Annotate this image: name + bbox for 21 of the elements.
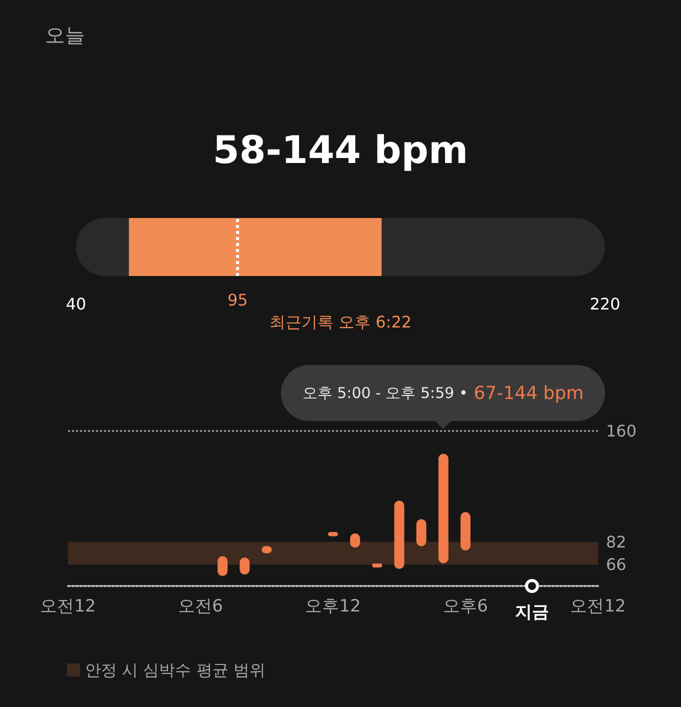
text: 최근기록 오후 6:22 xyxy=(269,312,412,332)
x-tick-label: 40 xyxy=(66,294,86,314)
chart-title: 오늘 xyxy=(45,23,85,47)
y-tick-label: 66 xyxy=(606,555,626,574)
legend-label: 안정 시 심박수 평균 범위 xyxy=(85,660,266,680)
bar xyxy=(460,512,470,550)
x-tick-label: 지금 xyxy=(514,602,549,622)
chart-subtitle: 58-144 bpm xyxy=(212,128,468,172)
x-tick-label: 오후6 xyxy=(443,596,488,616)
x-tick-label: 오전12 xyxy=(570,596,626,616)
x-tick-label: 오전6 xyxy=(178,596,223,616)
x-tick-label: 220 xyxy=(590,294,620,314)
x-tick-label: 오전12 xyxy=(40,596,96,616)
text: 67-144 bpm xyxy=(474,382,584,404)
ref-line-label: 95 xyxy=(227,290,248,310)
bar xyxy=(394,500,404,569)
y-tick-label: 82 xyxy=(606,532,626,552)
y-tick-label: 160 xyxy=(606,422,637,440)
text: 오후 5:00 - 오후 5:59 • xyxy=(302,384,468,402)
x-tick-label: 오후12 xyxy=(305,596,361,616)
bar xyxy=(438,454,448,564)
